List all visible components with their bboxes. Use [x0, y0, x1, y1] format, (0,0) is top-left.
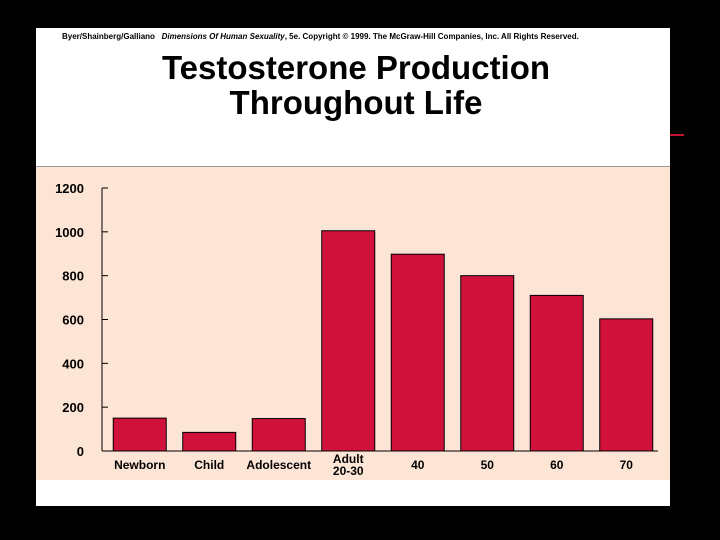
credit-copyright: , 5e. Copyright © 1999. The McGraw-Hill …: [284, 32, 579, 41]
bar: [251, 418, 306, 452]
x-tick-labels: Newborn Child Adolescent Adult 20-30 40 50 60 70: [114, 452, 633, 478]
x-tick-label: 50: [481, 458, 495, 472]
x-tick-label: Adolescent: [246, 458, 311, 472]
y-tick-label: 600: [62, 313, 84, 328]
y-tick-label: 1000: [55, 225, 84, 240]
slide: Byer/Shainberg/Galliano Dimensions Of Hu…: [36, 28, 670, 506]
title-line-2: Throughout Life: [229, 84, 483, 121]
x-tick-label: Newborn: [114, 458, 165, 472]
y-axis: 0 200 400 600 800 1000 1200: [55, 181, 108, 459]
slide-header: Byer/Shainberg/Galliano Dimensions Of Hu…: [36, 28, 670, 166]
bar: [599, 318, 654, 452]
credit-book-title: Dimensions Of Human Sexuality: [161, 32, 285, 41]
x-tick-label: 40: [411, 458, 425, 472]
x-tick-label: Child: [194, 458, 224, 472]
y-tick-label: 200: [62, 400, 84, 415]
y-tick-label: 1200: [55, 181, 84, 196]
x-tick-label: 60: [550, 458, 564, 472]
x-tick-label: 70: [620, 458, 634, 472]
copyright-credit: Byer/Shainberg/Galliano Dimensions Of Hu…: [62, 32, 579, 41]
bars: [112, 230, 654, 452]
x-tick-label: Adult 20-30: [333, 452, 364, 478]
bar-chart: 0 200 400 600 800 1000 1200 Newborn Child Adoles…: [55, 181, 658, 478]
chart-title: Testosterone Production Throughout Life: [36, 50, 676, 120]
chart-panel: 0 200 400 600 800 1000 1200 Newborn Child Adoles…: [36, 166, 670, 481]
y-tick-label: 400: [62, 356, 84, 371]
credit-authors: Byer/Shainberg/Galliano: [62, 32, 155, 41]
bar: [460, 275, 515, 452]
y-tick-label: 0: [77, 444, 84, 459]
bar: [390, 253, 445, 452]
y-tick-label: 800: [62, 269, 84, 284]
decorative-accent-line: [670, 134, 684, 136]
bar: [182, 431, 237, 452]
bar: [112, 417, 167, 452]
title-line-1: Testosterone Production: [161, 49, 551, 86]
bar: [529, 294, 584, 452]
bar: [321, 230, 376, 452]
slide-footer-strip: [36, 480, 670, 506]
